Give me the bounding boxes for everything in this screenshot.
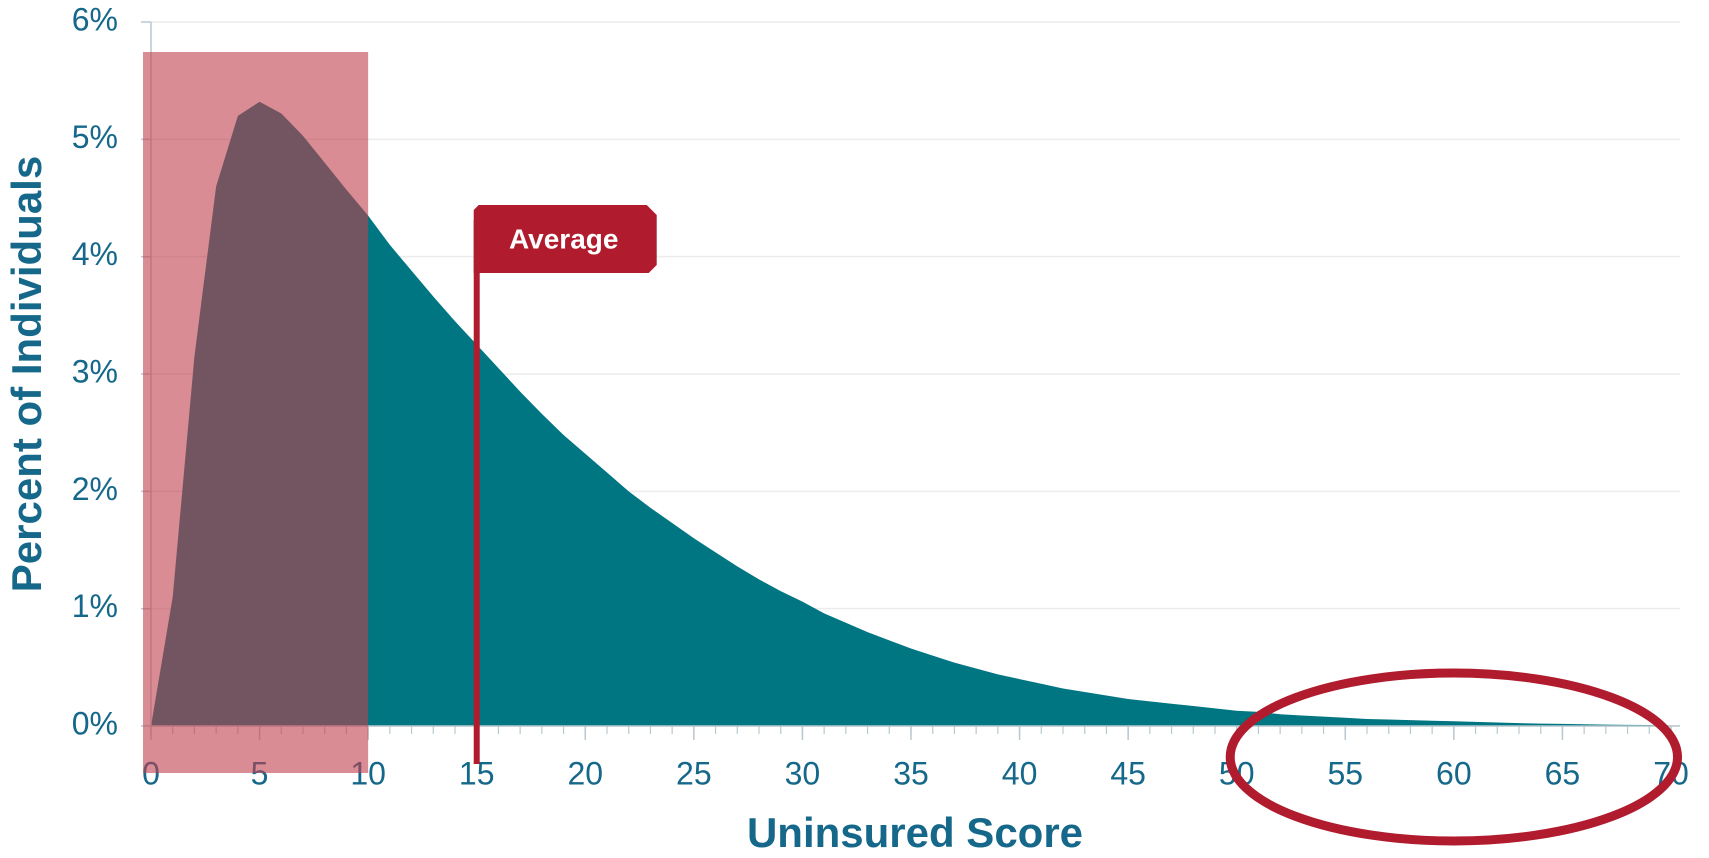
x-tick-label: 60 bbox=[1436, 755, 1472, 791]
y-tick-label: 1% bbox=[72, 588, 118, 624]
x-tick-label: 25 bbox=[676, 755, 712, 791]
circled-region bbox=[1225, 668, 1683, 846]
x-tick-label: 35 bbox=[893, 755, 929, 791]
x-axis-title: Uninsured Score bbox=[747, 809, 1083, 856]
highlight-region bbox=[143, 52, 369, 773]
y-tick-label: 0% bbox=[72, 705, 118, 741]
y-tick-label: 3% bbox=[72, 353, 118, 389]
y-tick-label: 2% bbox=[72, 471, 118, 507]
y-axis-title: Percent of Individuals bbox=[3, 156, 50, 592]
average-label: Average bbox=[509, 223, 618, 254]
x-tick-label: 30 bbox=[785, 755, 821, 791]
area bbox=[151, 101, 1671, 726]
average-flag bbox=[473, 205, 657, 273]
x-tick-label: 20 bbox=[567, 755, 603, 791]
x-tick-label: 40 bbox=[1002, 755, 1038, 791]
y-tick-label: 6% bbox=[72, 1, 118, 37]
y-tick-label: 4% bbox=[72, 236, 118, 272]
x-tick-label: 45 bbox=[1110, 755, 1146, 791]
x-tick-label: 55 bbox=[1327, 755, 1363, 791]
y-tick-label: 5% bbox=[72, 119, 118, 155]
x-tick-label: 65 bbox=[1545, 755, 1581, 791]
